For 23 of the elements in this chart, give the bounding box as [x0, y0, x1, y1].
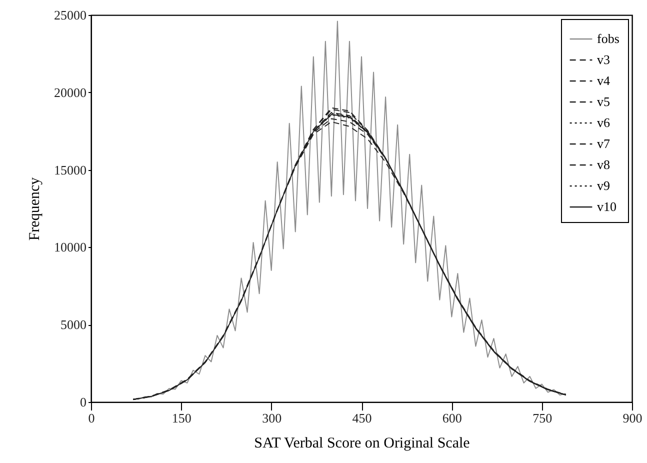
- legend-label: v3: [597, 52, 610, 67]
- x-tick-label: 450: [352, 410, 372, 426]
- y-tick-label: 20000: [54, 84, 86, 100]
- y-tick-label: 0: [80, 394, 86, 410]
- legend-label: fobs: [597, 31, 620, 46]
- y-tick-label: 10000: [54, 240, 86, 255]
- legend-label: v6: [597, 115, 610, 130]
- legend-label: v5: [597, 94, 610, 109]
- x-tick-label: 150: [172, 410, 192, 426]
- y-tick-label: 15000: [54, 162, 86, 178]
- y-tick-label: 25000: [54, 8, 86, 22]
- y-tick-label: 5000: [60, 317, 86, 332]
- x-axis-title: SAT Verbal Score on Original Scale: [254, 436, 470, 452]
- legend-label: v9: [597, 178, 610, 193]
- legend-label: v4: [597, 73, 610, 88]
- y-axis-title: Frequency: [27, 176, 43, 241]
- legend-label: v8: [597, 157, 610, 172]
- x-tick-label: 900: [622, 410, 642, 426]
- legend-label: v10: [597, 199, 616, 214]
- x-tick-label: 600: [442, 410, 462, 426]
- x-tick-label: 750: [532, 410, 552, 426]
- legend-label: v7: [597, 136, 610, 151]
- x-tick-label: 300: [262, 410, 282, 426]
